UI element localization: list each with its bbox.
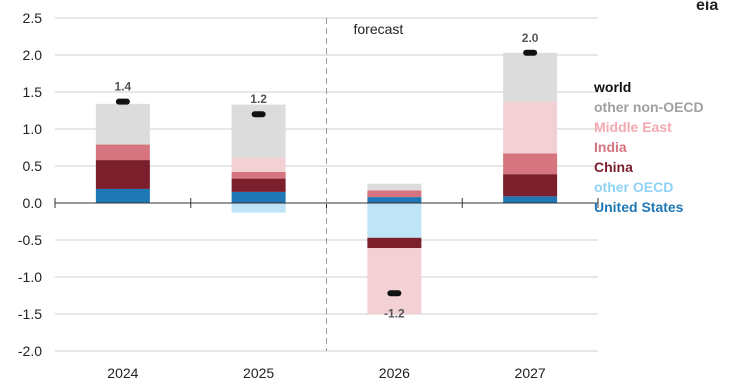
bar-segment [367, 203, 422, 238]
y-tick-label: 2.0 [23, 47, 43, 63]
legend-entry: Middle East [594, 119, 672, 135]
bar-segment [367, 237, 422, 249]
y-tick-label: 1.5 [23, 84, 43, 100]
axes: -2.0 -1.5 -1.0 -0.5 0.0 0.5 1.0 1.5 2.0 2.5 2024 20… [18, 10, 599, 381]
bar-segment [367, 190, 422, 198]
corner-text: eia [696, 0, 718, 14]
bar-segment [95, 160, 150, 189]
bar-segment [231, 191, 286, 203]
world-total-label: 1.2 [250, 92, 267, 106]
y-tick-label: 0.0 [23, 195, 43, 211]
bar-segment [503, 52, 558, 102]
world-total-label: -1.2 [384, 306, 405, 320]
bar-segment [503, 174, 558, 197]
forecast-label: forecast [354, 21, 404, 37]
bar-segment [503, 196, 558, 203]
legend-entry: India [594, 139, 627, 155]
bar-segment [95, 103, 150, 145]
world-marker [251, 111, 266, 118]
y-tick-label: -1.0 [18, 269, 42, 285]
world-total-label: 2.0 [522, 31, 539, 45]
world-marker [387, 290, 402, 297]
bar-segment [503, 153, 558, 175]
x-tick-label: 2025 [243, 365, 274, 381]
bar-stacks [95, 52, 558, 314]
x-tick-label: 2026 [379, 365, 410, 381]
world-total-label: 1.4 [115, 80, 132, 94]
y-tick-label: 0.5 [23, 158, 43, 174]
legend-entry: United States [594, 199, 684, 215]
y-tick-label: 1.0 [23, 121, 43, 137]
bar-segment [231, 178, 286, 192]
bar-segment [367, 248, 422, 314]
legend-entry: other OECD [594, 179, 673, 195]
bar-segment [231, 171, 286, 179]
world-marker [115, 98, 130, 105]
bar-segment [367, 197, 422, 203]
y-tick-label: -1.5 [18, 306, 42, 322]
legend: world other non-OECD Middle East India China… [593, 79, 704, 215]
legend-entry: world [593, 79, 631, 95]
bar-segment [231, 203, 286, 213]
world-marker [523, 49, 538, 56]
y-tick-label: 2.5 [23, 10, 43, 26]
bar-segment [503, 101, 558, 154]
y-tick-label: -2.0 [18, 343, 42, 359]
x-tick-label: 2027 [515, 365, 546, 381]
bar-segment [95, 144, 150, 161]
x-tick-label: 2024 [107, 365, 138, 381]
world-markers: 1.4 1.2 -1.2 2.0 [115, 31, 539, 321]
bar-segment [95, 188, 150, 203]
bar-segment [367, 183, 422, 191]
bar-segment [231, 157, 286, 172]
y-tick-label: -0.5 [18, 232, 42, 248]
legend-entry: other non-OECD [594, 99, 704, 115]
legend-entry: China [594, 159, 633, 175]
